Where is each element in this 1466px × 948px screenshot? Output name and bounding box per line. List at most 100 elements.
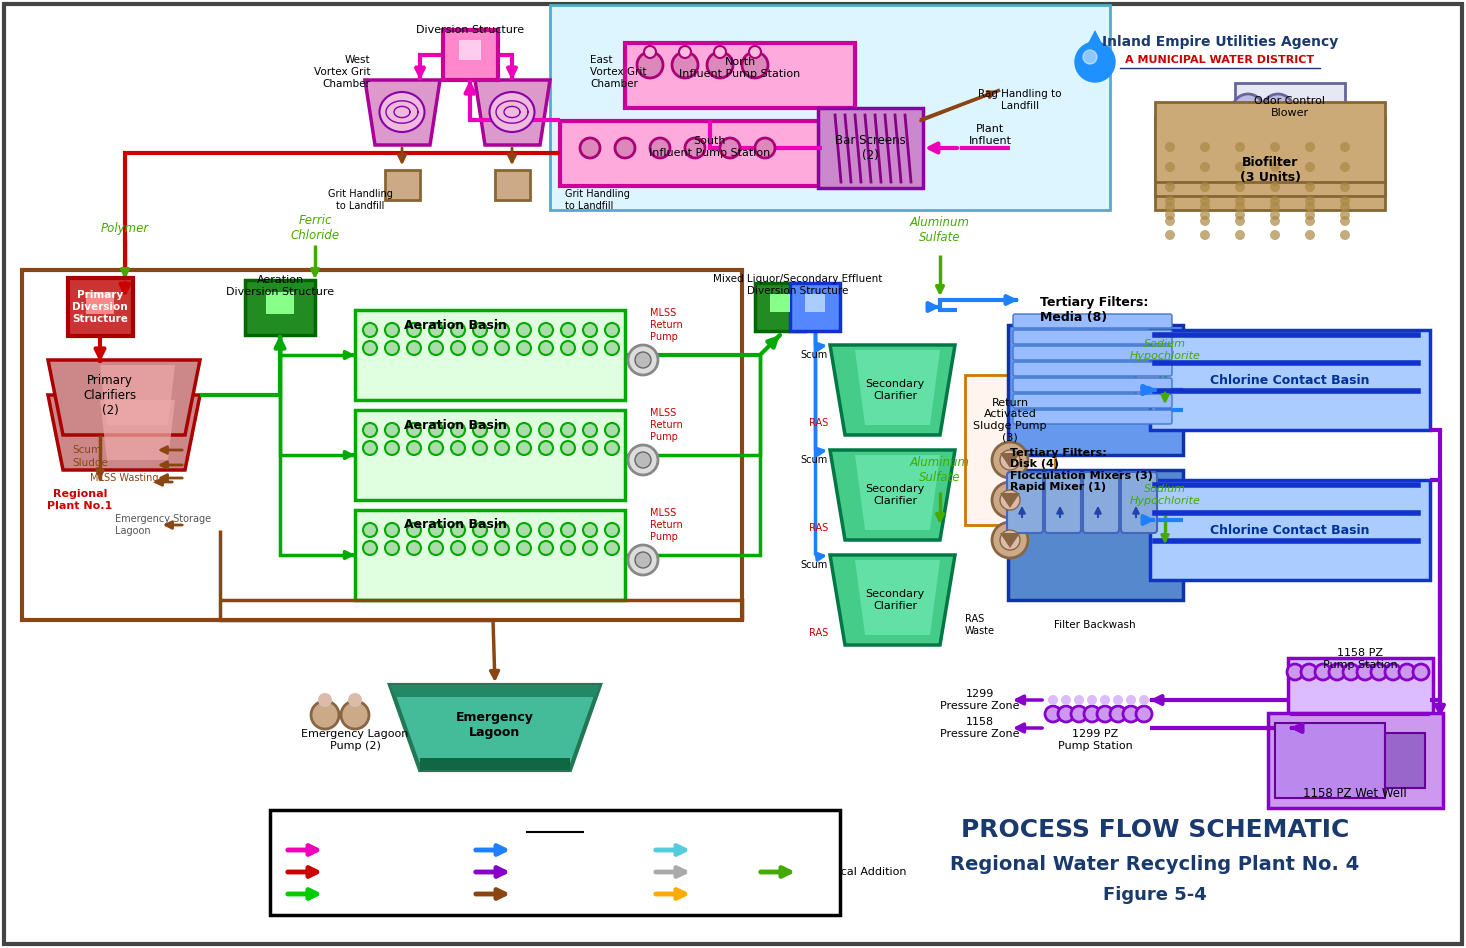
Circle shape [1165, 170, 1176, 180]
Circle shape [1201, 156, 1209, 166]
FancyBboxPatch shape [1013, 410, 1171, 424]
Circle shape [430, 423, 443, 437]
Text: Hot Water: Hot Water [699, 867, 756, 877]
Circle shape [496, 441, 509, 455]
Circle shape [1234, 216, 1245, 226]
Circle shape [561, 341, 575, 355]
Text: Secondary
Clarifier: Secondary Clarifier [865, 484, 925, 506]
Circle shape [364, 341, 377, 355]
Polygon shape [855, 350, 940, 425]
Circle shape [1340, 156, 1350, 166]
Text: Secondary
Clarifier: Secondary Clarifier [865, 379, 925, 401]
Circle shape [1305, 142, 1315, 152]
Text: Chlorine Contact Basin: Chlorine Contact Basin [1211, 374, 1369, 387]
Circle shape [1234, 162, 1245, 172]
Bar [818, 108, 922, 188]
Text: Odor Control
Blower: Odor Control Blower [1255, 96, 1325, 118]
Bar [494, 170, 529, 200]
Circle shape [635, 552, 651, 568]
Circle shape [364, 523, 377, 537]
Circle shape [714, 46, 726, 58]
Circle shape [627, 445, 658, 475]
Circle shape [1270, 190, 1280, 200]
Bar [86, 292, 114, 314]
Circle shape [1165, 182, 1176, 192]
Circle shape [1058, 706, 1075, 722]
Circle shape [1234, 190, 1245, 200]
Bar [1007, 325, 1183, 455]
Circle shape [1270, 156, 1280, 166]
Circle shape [605, 523, 619, 537]
Circle shape [318, 693, 331, 707]
Text: Chlorine Contact Basin: Chlorine Contact Basin [1211, 523, 1369, 537]
Text: Regional Water Recycling Plant No. 4: Regional Water Recycling Plant No. 4 [950, 855, 1359, 874]
Circle shape [1262, 94, 1294, 126]
Text: MLSS
Return
Pump: MLSS Return Pump [649, 308, 683, 341]
Circle shape [742, 52, 768, 78]
Text: Plant Influent: Plant Influent [331, 845, 406, 855]
Text: Primary Influent: Primary Influent [331, 867, 422, 877]
Bar [355, 410, 625, 500]
FancyBboxPatch shape [1013, 330, 1171, 344]
Bar [1155, 130, 1385, 210]
Circle shape [1201, 182, 1209, 192]
FancyBboxPatch shape [1013, 346, 1171, 360]
Circle shape [1201, 162, 1209, 172]
Circle shape [452, 423, 465, 437]
Circle shape [496, 423, 509, 437]
Text: PROCESS FLOW SCHEMATIC: PROCESS FLOW SCHEMATIC [960, 818, 1349, 842]
Circle shape [1075, 695, 1083, 705]
Bar [560, 120, 861, 186]
FancyBboxPatch shape [1007, 472, 1042, 533]
Polygon shape [48, 395, 199, 470]
Circle shape [1234, 196, 1245, 206]
Polygon shape [1080, 30, 1108, 57]
Text: Emergency Lagoon
Pump (2): Emergency Lagoon Pump (2) [302, 729, 409, 751]
Text: 1158 PZ Wet Well: 1158 PZ Wet Well [1303, 787, 1407, 800]
Text: Scum: Scum [800, 350, 828, 360]
Text: Regional
Plant No.1: Regional Plant No.1 [47, 489, 113, 511]
Bar [1268, 713, 1443, 808]
Polygon shape [1000, 493, 1020, 508]
Text: Secondary
Clarifier: Secondary Clarifier [865, 590, 925, 611]
Circle shape [539, 323, 553, 337]
Circle shape [364, 323, 377, 337]
FancyBboxPatch shape [1013, 378, 1171, 392]
Circle shape [561, 523, 575, 537]
Circle shape [364, 541, 377, 555]
Circle shape [1340, 142, 1350, 152]
Circle shape [408, 441, 421, 455]
Circle shape [1201, 202, 1209, 212]
Circle shape [1234, 156, 1245, 166]
Circle shape [1371, 664, 1387, 680]
Text: Legend: Legend [523, 817, 586, 832]
Circle shape [1305, 210, 1315, 220]
Circle shape [1165, 210, 1176, 220]
Text: Inland Empire Utilities Agency: Inland Empire Utilities Agency [1102, 35, 1338, 49]
Text: Digester Gas: Digester Gas [699, 889, 773, 899]
Circle shape [1234, 202, 1245, 212]
Circle shape [561, 541, 575, 555]
Text: Scum: Scum [72, 445, 101, 455]
Text: Grit Handling
to Landfill: Grit Handling to Landfill [327, 190, 393, 210]
Circle shape [386, 423, 399, 437]
Circle shape [561, 323, 575, 337]
Polygon shape [48, 360, 199, 435]
Text: Tertiary: Tertiary [520, 845, 561, 855]
Polygon shape [1000, 533, 1020, 548]
Text: Aeration
Diversion Structure: Aeration Diversion Structure [226, 276, 334, 297]
Circle shape [1201, 176, 1209, 186]
FancyBboxPatch shape [1013, 394, 1171, 408]
Circle shape [1305, 182, 1315, 192]
Text: RAS
Waste: RAS Waste [965, 614, 995, 636]
Bar [355, 510, 625, 600]
Text: Aeration Basin: Aeration Basin [403, 418, 506, 431]
Bar [1385, 733, 1425, 788]
Circle shape [583, 423, 597, 437]
Circle shape [539, 541, 553, 555]
Circle shape [496, 341, 509, 355]
Bar [1149, 480, 1429, 580]
Circle shape [408, 341, 421, 355]
Circle shape [452, 523, 465, 537]
Text: Aluminum
Sulfate: Aluminum Sulfate [910, 456, 970, 484]
